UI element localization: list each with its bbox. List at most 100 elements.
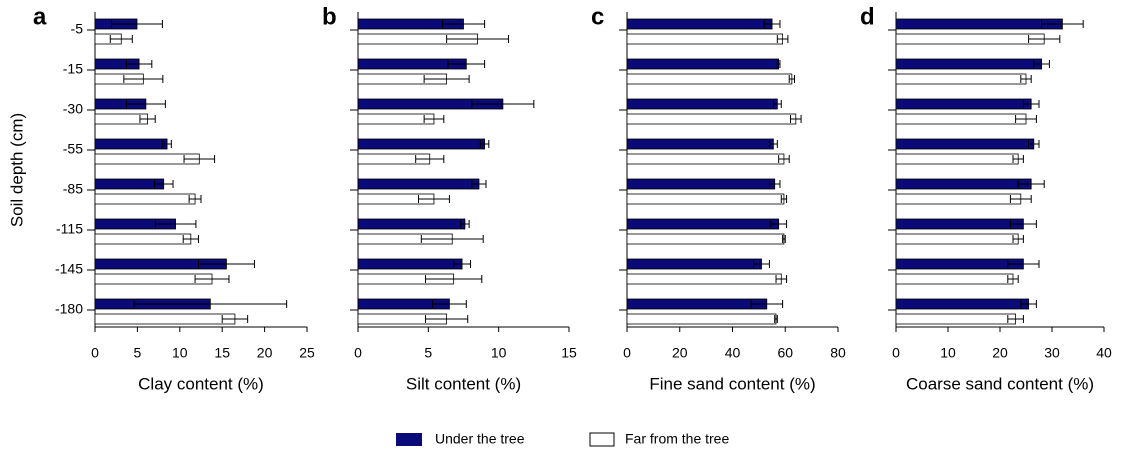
bar xyxy=(895,218,1024,230)
error-bar xyxy=(471,100,535,108)
bar xyxy=(895,98,1032,110)
y-tick-label: -85 xyxy=(63,181,83,197)
bar xyxy=(626,138,774,150)
x-tick-label: 20 xyxy=(672,345,688,361)
x-tick-label: 0 xyxy=(892,345,900,361)
error-bar xyxy=(153,180,174,188)
error-bar xyxy=(774,315,778,323)
bar xyxy=(626,193,785,205)
bar xyxy=(895,113,1027,125)
bar xyxy=(626,218,780,230)
bar xyxy=(895,313,1016,325)
error-bar xyxy=(776,35,789,43)
error-bar xyxy=(460,220,470,228)
error-bar xyxy=(453,260,472,268)
x-axis-title: Coarse sand content (%) xyxy=(906,374,1094,393)
bar xyxy=(626,153,785,165)
error-bar xyxy=(1041,20,1084,28)
error-bar xyxy=(447,60,486,68)
y-tick-label: -180 xyxy=(55,301,83,317)
x-tick-label: 5 xyxy=(134,345,142,361)
bar xyxy=(895,18,1063,30)
error-bar xyxy=(432,300,467,308)
x-tick-label: 10 xyxy=(491,345,507,361)
x-tick-label: 10 xyxy=(172,345,188,361)
x-tick-label: 15 xyxy=(214,345,230,361)
error-bar xyxy=(1015,115,1037,123)
error-bar xyxy=(417,195,450,203)
error-bar xyxy=(1033,60,1050,68)
bar xyxy=(895,138,1035,150)
error-bar xyxy=(782,235,786,243)
error-bar xyxy=(750,300,784,308)
y-tick-label: -145 xyxy=(55,261,83,277)
legend-swatch xyxy=(396,433,422,446)
error-bar xyxy=(154,220,197,228)
x-tick-label: 5 xyxy=(424,345,432,361)
bar xyxy=(626,73,793,85)
error-bar xyxy=(420,235,484,243)
error-bar xyxy=(1007,260,1040,268)
bar xyxy=(357,218,466,230)
error-bar xyxy=(763,20,781,28)
legend-swatch xyxy=(589,432,615,447)
x-tick-label: 30 xyxy=(1044,345,1060,361)
bar xyxy=(94,233,192,245)
error-bar xyxy=(197,260,255,268)
bar xyxy=(94,273,213,285)
x-tick-label: 0 xyxy=(354,345,362,361)
panel-letter: a xyxy=(33,3,47,30)
bar xyxy=(895,178,1032,190)
bar xyxy=(94,313,236,325)
error-bar xyxy=(162,140,172,148)
bar xyxy=(626,273,782,285)
error-bar xyxy=(1017,180,1045,188)
y-tick-label: -115 xyxy=(56,221,83,237)
bar xyxy=(357,178,480,190)
bar xyxy=(357,113,435,125)
error-bar xyxy=(423,115,445,123)
bar xyxy=(895,273,1014,285)
bar xyxy=(895,258,1024,270)
x-tick-label: 20 xyxy=(257,345,273,361)
error-bar xyxy=(753,260,770,268)
x-tick-label: 0 xyxy=(623,345,631,361)
x-tick-label: 0 xyxy=(91,345,99,361)
bar xyxy=(895,298,1030,310)
x-tick-label: 80 xyxy=(830,345,846,361)
error-bar xyxy=(768,180,781,188)
bar xyxy=(626,58,780,70)
error-bar xyxy=(1028,140,1040,148)
error-bar xyxy=(111,20,163,28)
x-tick-label: 25 xyxy=(299,345,315,361)
legend-label: Under the tree xyxy=(435,431,525,447)
error-bar xyxy=(1007,275,1019,283)
bar xyxy=(626,298,768,310)
error-bar xyxy=(1020,300,1037,308)
error-bar xyxy=(775,275,788,283)
y-tick-label: -15 xyxy=(63,61,83,77)
bar xyxy=(895,33,1045,45)
panel-letter: b xyxy=(322,3,337,30)
bar xyxy=(94,178,165,190)
error-bar xyxy=(1009,195,1032,203)
bar xyxy=(626,258,762,270)
error-bar xyxy=(1009,220,1037,228)
x-tick-label: 60 xyxy=(777,345,793,361)
error-bar xyxy=(772,100,782,108)
error-bar xyxy=(768,140,778,148)
error-bar xyxy=(471,180,487,188)
error-bar xyxy=(139,115,156,123)
error-bar xyxy=(479,140,490,148)
bar xyxy=(626,233,785,245)
x-tick-label: 40 xyxy=(725,345,741,361)
error-bar xyxy=(770,220,788,228)
error-bar xyxy=(221,315,249,323)
error-bar xyxy=(1020,75,1032,83)
error-bar xyxy=(1007,315,1024,323)
panel-letter: c xyxy=(591,3,604,30)
bar xyxy=(626,113,797,125)
y-axis-title: Soil depth (cm) xyxy=(7,113,26,227)
error-bar xyxy=(109,35,133,43)
